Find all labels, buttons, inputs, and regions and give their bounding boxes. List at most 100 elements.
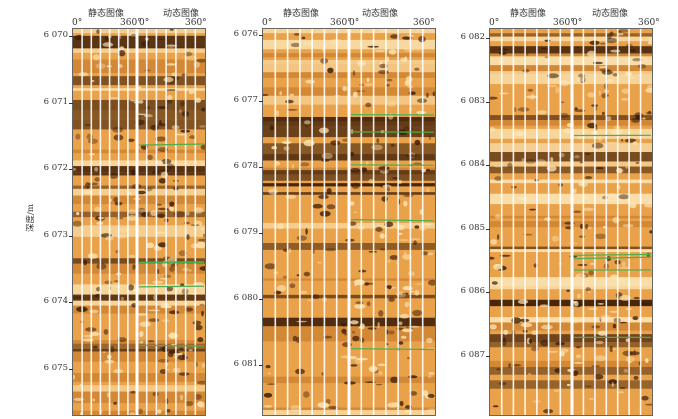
texture-spot	[572, 210, 582, 214]
depth-tick-label: 6 086	[460, 286, 485, 296]
texture-spot	[612, 323, 617, 329]
texture-spot	[288, 248, 292, 254]
depth-tick-label: 6 081	[233, 359, 258, 369]
texture-spot	[73, 374, 76, 380]
texture-spot	[271, 146, 278, 150]
texture-spot	[597, 135, 603, 142]
texture-spot	[354, 303, 366, 309]
texture-spot	[317, 261, 322, 264]
texture-spot	[296, 235, 307, 241]
texture-spot	[535, 159, 547, 166]
fmi-image	[72, 28, 206, 416]
depth-tick-label: 6 079	[233, 227, 258, 237]
texture-spot	[629, 76, 635, 79]
texture-spot	[154, 231, 167, 234]
texture-spot	[490, 239, 497, 245]
texture-spot	[296, 274, 300, 277]
texture-spot	[386, 186, 390, 192]
texture-spot	[194, 220, 203, 227]
texture-spot	[202, 363, 205, 368]
texture-spot	[403, 194, 414, 198]
texture-spot	[355, 301, 364, 305]
texture-spot	[327, 67, 334, 74]
static-image-label: 静态图像	[283, 9, 320, 19]
texture-spot	[386, 83, 390, 87]
texture-spot	[343, 333, 348, 336]
texture-spot	[188, 349, 193, 352]
texture-spot	[146, 242, 155, 249]
texture-spot	[188, 89, 195, 95]
texture-spot	[422, 222, 433, 226]
texture-spot	[349, 201, 355, 206]
pad-gap	[500, 29, 503, 415]
dynamic-image-label: 动态图像	[163, 9, 200, 19]
texture-spot	[293, 33, 301, 36]
texture-spot	[588, 398, 595, 400]
texture-spot	[632, 141, 638, 145]
texture-spot	[188, 292, 199, 295]
texture-band	[73, 263, 205, 274]
texture-spot	[645, 403, 652, 406]
texture-spot	[382, 184, 392, 189]
texture-spot	[138, 209, 147, 213]
texture-band	[73, 294, 205, 301]
texture-spot	[492, 405, 499, 408]
texture-band	[73, 385, 205, 392]
texture-spot	[155, 136, 167, 142]
texture-spot	[494, 176, 503, 181]
texture-spot	[645, 88, 652, 93]
texture-spot	[390, 376, 399, 383]
pad-gap	[409, 29, 412, 415]
deg-start-label: 0°	[139, 18, 150, 28]
depth-tick-mark	[486, 38, 490, 39]
texture-spot	[609, 345, 613, 353]
texture-spot	[96, 263, 107, 270]
texture-spot	[160, 171, 169, 178]
texture-band	[73, 166, 205, 173]
texture-spot	[587, 290, 591, 293]
texture-spot	[367, 327, 377, 330]
texture-spot	[73, 296, 84, 299]
pad-gap	[605, 29, 608, 415]
texture-spot	[572, 188, 577, 194]
depth-tick-mark	[486, 355, 490, 357]
texture-spot	[398, 321, 403, 326]
texture-spot	[490, 324, 497, 330]
texture-spot	[574, 107, 578, 111]
fracture-pick	[573, 253, 652, 256]
texture-spot	[274, 161, 281, 166]
texture-spot	[409, 391, 418, 396]
texture-spot	[414, 67, 420, 71]
fmi-image-svg	[73, 29, 205, 415]
texture-spot	[528, 208, 537, 211]
fracture-pick	[573, 256, 652, 260]
texture-spot	[330, 140, 341, 146]
texture-spot	[305, 228, 308, 235]
texture-spot	[618, 29, 629, 33]
fracture-pick	[138, 344, 205, 347]
texture-spot	[408, 271, 416, 277]
texture-spot	[584, 153, 591, 155]
texture-spot	[387, 285, 392, 290]
texture-spot	[303, 40, 313, 46]
texture-spot	[268, 372, 271, 375]
texture-spot	[303, 139, 315, 147]
texture-spot	[600, 42, 606, 45]
texture-spot	[299, 162, 310, 167]
static-image-label: 静态图像	[510, 9, 547, 19]
texture-band	[73, 410, 205, 415]
texture-spot	[201, 107, 205, 112]
texture-spot	[169, 29, 174, 31]
texture-spot	[633, 375, 639, 380]
texture-spot	[181, 73, 188, 77]
texture-spot	[642, 117, 646, 120]
texture-band	[73, 372, 205, 382]
pad-gap	[175, 29, 177, 415]
texture-spot	[618, 391, 625, 394]
texture-spot	[292, 335, 298, 342]
texture-spot	[167, 95, 173, 100]
texture-spot	[342, 86, 347, 92]
texture-spot	[130, 33, 137, 39]
depth-tick-label: 6 072	[43, 163, 68, 173]
texture-spot	[621, 88, 630, 94]
